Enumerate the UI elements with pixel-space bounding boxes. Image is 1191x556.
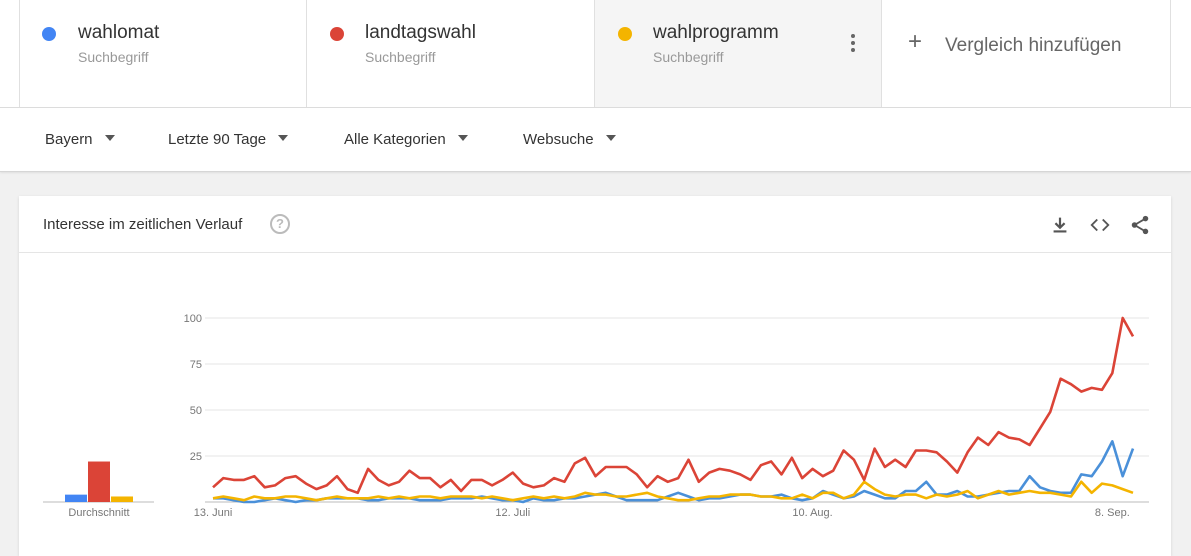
average-label: Durchschnitt [68, 507, 129, 519]
region-filter-label: Bayern [45, 131, 93, 148]
series-line-wahlprogramm [212, 480, 1134, 502]
term-card-wahlomat[interactable]: wahlomat Suchbegriff [19, 0, 307, 107]
term-type: Suchbegriff [653, 49, 724, 65]
term-color-dot [618, 27, 632, 41]
filter-bar: Bayern Letzte 90 Tage Alle Kategorien We… [0, 108, 1191, 172]
term-name[interactable]: wahlprogramm [653, 22, 779, 43]
category-filter[interactable]: Alle Kategorien [344, 131, 468, 148]
y-tick-label: 100 [184, 313, 202, 325]
term-name[interactable]: landtagswahl [365, 22, 476, 43]
term-card-landtagswahl[interactable]: landtagswahl Suchbegriff [307, 0, 595, 107]
series-line-landtagswahl [212, 316, 1135, 495]
interest-chart: 25 50 75 100 13. Juni 12. Juli 10. Aug. 8. Sep.… [43, 313, 1149, 519]
time-range-filter-label: Letzte 90 Tage [168, 131, 267, 148]
plus-icon: + [908, 28, 923, 55]
more-vert-icon[interactable] [851, 34, 855, 52]
region-filter[interactable]: Bayern [45, 131, 115, 148]
series-line-wahlomat [213, 439, 1135, 504]
dropdown-caret-icon [605, 135, 616, 141]
download-icon[interactable] [1049, 214, 1071, 236]
category-filter-label: Alle Kategorien [344, 131, 446, 148]
term-color-dot [42, 27, 56, 41]
x-tick-label: 12. Juli [495, 507, 530, 519]
term-type: Suchbegriff [365, 49, 436, 65]
average-bar-wahlprogramm [111, 496, 133, 502]
y-tick-label: 75 [190, 359, 202, 371]
average-bar-wahlomat [65, 494, 87, 502]
time-range-filter[interactable]: Letzte 90 Tage [168, 131, 289, 148]
average-bar-landtagswahl [88, 461, 110, 502]
share-icon[interactable] [1129, 214, 1151, 236]
embed-code-icon[interactable] [1089, 214, 1111, 236]
term-color-dot [330, 27, 344, 41]
term-card-wahlprogramm[interactable]: wahlprogramm Suchbegriff [595, 0, 882, 107]
y-tick-label: 50 [190, 405, 202, 417]
dropdown-caret-icon [104, 135, 115, 141]
x-tick-label: 13. Juni [194, 507, 233, 519]
search-terms-bar: wahlomat Suchbegriff landtagswahl Suchbe… [0, 0, 1191, 108]
search-type-filter-label: Websuche [523, 131, 594, 148]
term-name[interactable]: wahlomat [78, 22, 160, 43]
term-type: Suchbegriff [78, 49, 149, 65]
x-tick-label: 8. Sep. [1095, 507, 1130, 519]
y-tick-label: 25 [190, 451, 202, 463]
add-comparison-label: Vergleich hinzufügen [945, 35, 1122, 56]
help-icon[interactable]: ? [270, 214, 290, 234]
card-header: Interesse im zeitlichen Verlauf ? [19, 196, 1171, 253]
dropdown-caret-icon [457, 135, 468, 141]
x-tick-label: 10. Aug. [792, 507, 832, 519]
dropdown-caret-icon [278, 135, 289, 141]
card-title: Interesse im zeitlichen Verlauf [43, 216, 243, 233]
search-type-filter[interactable]: Websuche [523, 131, 616, 148]
add-comparison-button[interactable]: + Vergleich hinzufügen [882, 0, 1171, 107]
